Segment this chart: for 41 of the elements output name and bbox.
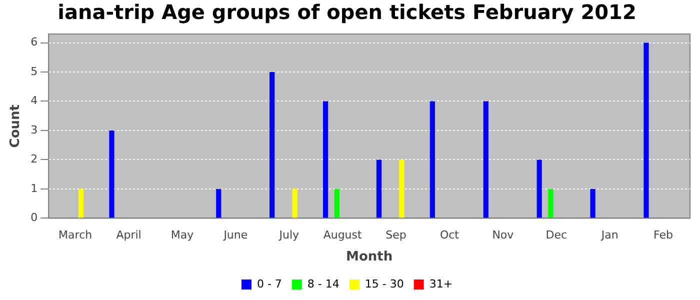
bar <box>292 188 298 218</box>
x-tick-label: Oct <box>440 228 460 242</box>
bar <box>548 188 554 218</box>
y-tick-label: 0 <box>30 211 38 224</box>
x-tick-label: Nov <box>492 228 514 242</box>
bar <box>483 101 488 218</box>
x-tick-label: July <box>278 228 300 242</box>
x-tick-label: March <box>58 228 92 242</box>
x-axis-title: Month <box>346 250 393 265</box>
x-tick-label: Sep <box>386 228 406 242</box>
y-axis-title: Count <box>8 104 24 148</box>
bar <box>334 188 340 218</box>
y-tick-label: 3 <box>30 123 38 136</box>
y-tick-label: 5 <box>30 64 38 78</box>
bar <box>216 188 222 218</box>
bar <box>399 160 404 218</box>
legend-label: 15 - 30 <box>364 277 404 290</box>
x-tick-label: April <box>116 228 142 242</box>
x-tick-label: May <box>170 228 194 242</box>
legend-label: 0 - 7 <box>256 277 282 290</box>
x-tick-label: Dec <box>546 228 568 242</box>
bar <box>376 160 382 218</box>
y-tick-label: 4 <box>30 94 38 108</box>
bar <box>322 101 328 218</box>
bar <box>109 130 114 218</box>
chart-title: iana-trip Age groups of open tickets February 2012 <box>58 0 636 24</box>
bar <box>78 188 84 218</box>
x-tick-label: August <box>323 228 363 242</box>
y-tick-label: 1 <box>30 182 38 195</box>
bar <box>270 72 275 218</box>
legend-label: 31+ <box>429 277 453 290</box>
y-tick-label: 6 <box>30 36 38 49</box>
bar <box>430 101 435 218</box>
x-tick-label: Feb <box>654 228 674 242</box>
bar <box>536 160 542 218</box>
bar <box>590 188 596 218</box>
x-tick-label: Jan <box>600 228 618 242</box>
bar <box>644 42 649 218</box>
x-tick-label: June <box>222 228 248 242</box>
legend-label: 8 - 14 <box>307 277 340 290</box>
y-tick-label: 2 <box>30 152 38 166</box>
